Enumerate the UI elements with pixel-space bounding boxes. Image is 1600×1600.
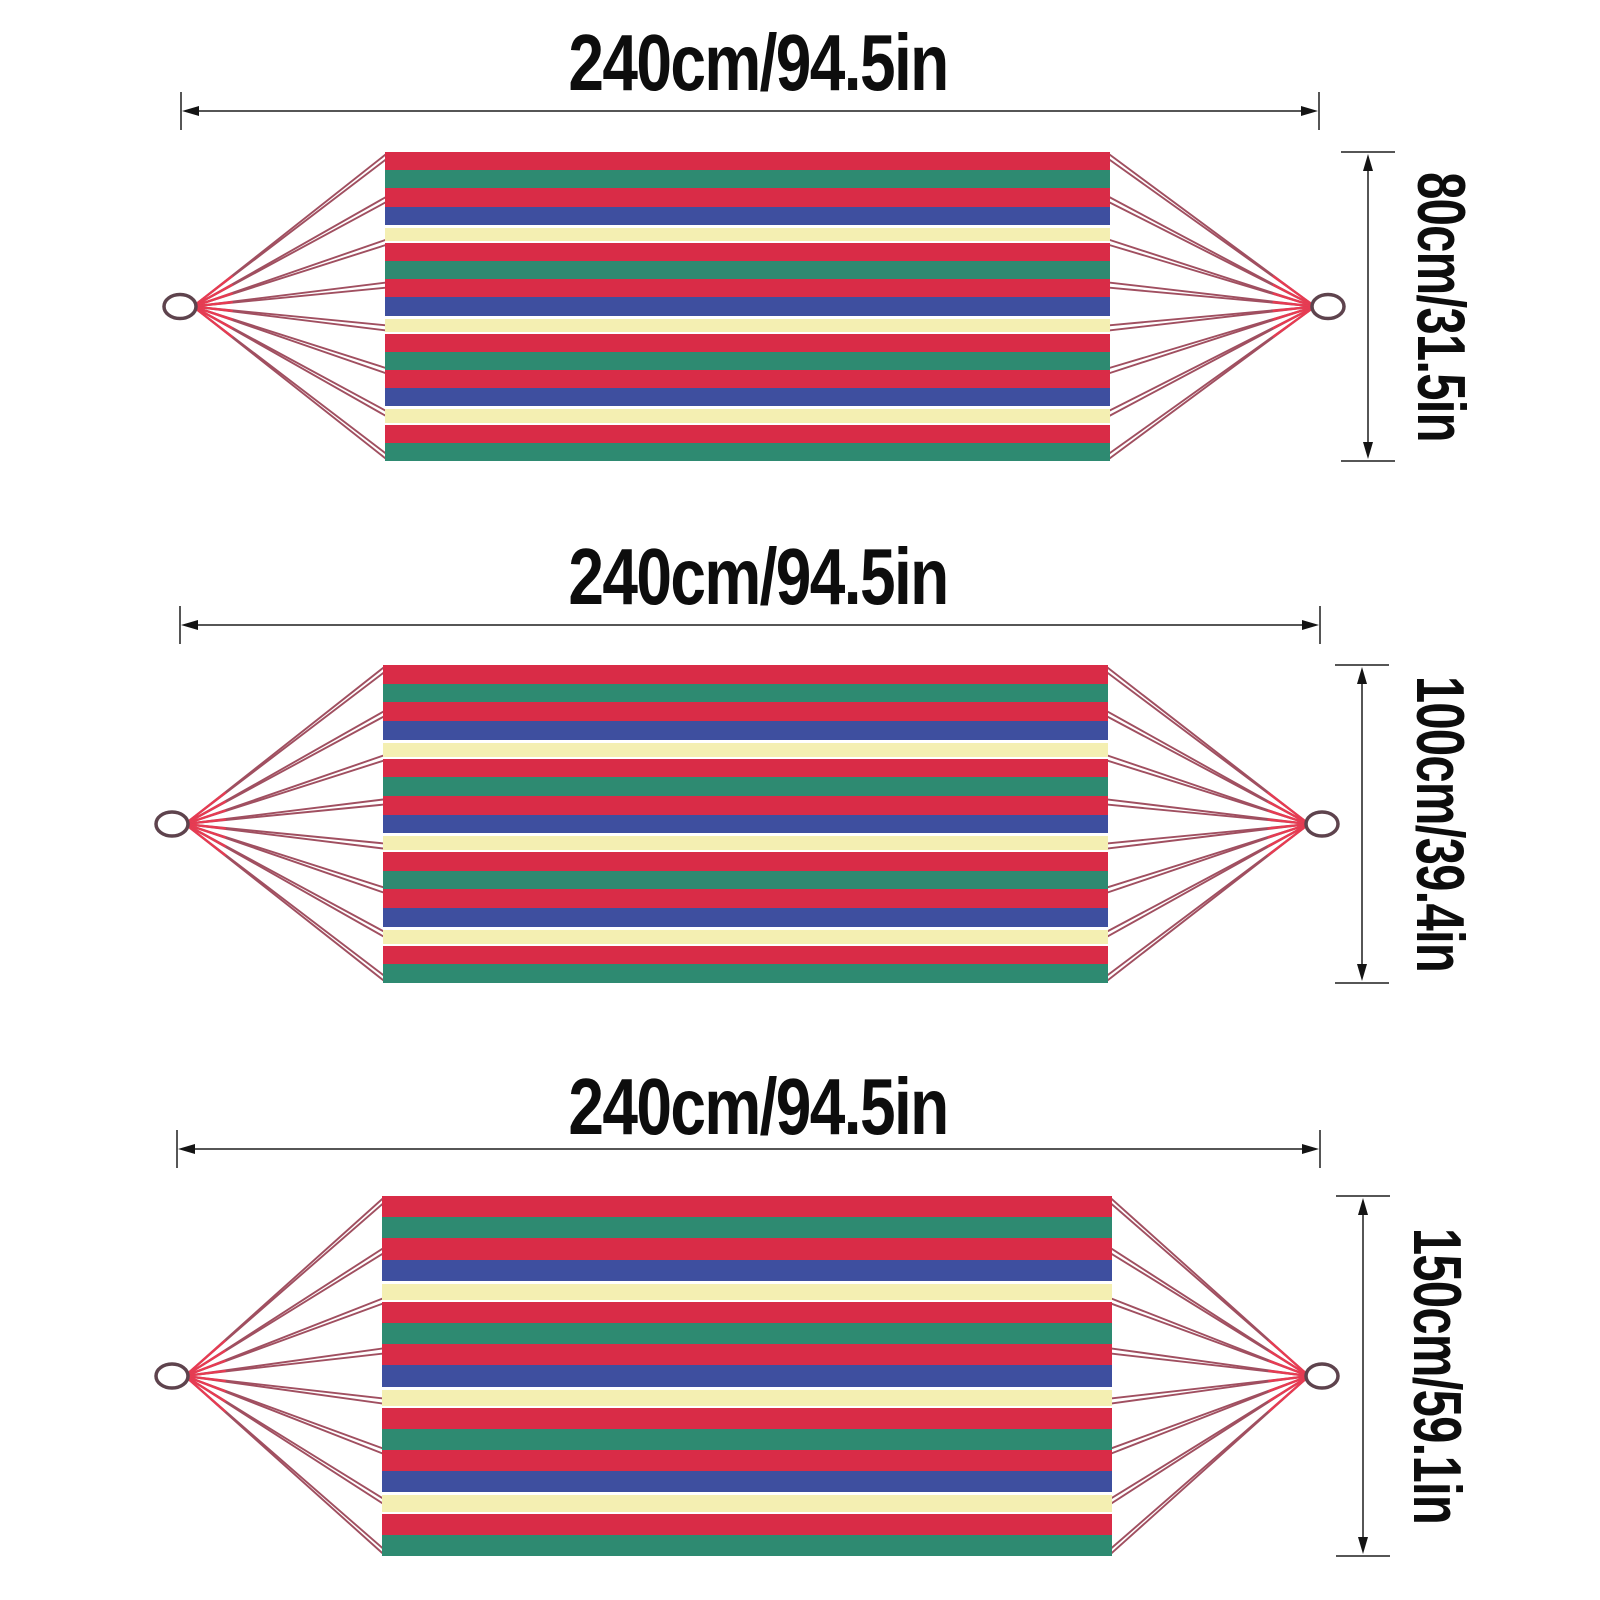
hammock-rope bbox=[1267, 822, 1311, 857]
hammock-rope bbox=[1268, 1374, 1311, 1393]
hammock-rope bbox=[183, 1374, 226, 1413]
hammock-rope bbox=[1272, 275, 1317, 308]
hammock-rope bbox=[1268, 1349, 1311, 1378]
hammock-rope bbox=[183, 818, 227, 826]
suspension-ring bbox=[1304, 810, 1340, 838]
hammock-rope bbox=[183, 800, 227, 826]
hammock-rope bbox=[1267, 822, 1311, 839]
hammock-rope bbox=[183, 791, 227, 826]
hammock-rope bbox=[1272, 283, 1317, 308]
suspension-ring bbox=[162, 292, 198, 321]
hammock-rope bbox=[1272, 301, 1317, 308]
hammock-rope bbox=[191, 292, 233, 308]
hammock-rope bbox=[183, 1374, 226, 1403]
hammock-rope bbox=[1268, 1339, 1311, 1378]
hammock-rope bbox=[1268, 1374, 1311, 1413]
hammock-rope bbox=[183, 1359, 226, 1378]
hammock-rope bbox=[183, 822, 227, 848]
hammock-rope bbox=[191, 305, 233, 321]
hammock-rope bbox=[191, 305, 233, 312]
hammock-rope bbox=[183, 1369, 226, 1378]
hammock-rope bbox=[183, 822, 227, 830]
hammock-rope bbox=[183, 809, 227, 826]
hammock-rope bbox=[191, 275, 233, 308]
hammock-rope bbox=[1267, 791, 1311, 826]
hammock-rope bbox=[1268, 1369, 1311, 1378]
hammock-rope bbox=[1268, 1374, 1311, 1383]
hammock-rope bbox=[1267, 800, 1311, 826]
hammock-rope bbox=[183, 1374, 226, 1393]
hammock-rope bbox=[183, 822, 227, 857]
hammock-rope bbox=[1267, 822, 1311, 830]
hammock-rope bbox=[1272, 292, 1317, 308]
hammock-rope bbox=[183, 1349, 226, 1378]
hammock-rope bbox=[1272, 305, 1317, 330]
hammock-rope bbox=[1267, 809, 1311, 826]
hammock-rope bbox=[1272, 305, 1317, 312]
hammock-rope bbox=[1272, 305, 1317, 338]
hammock-rope bbox=[183, 1374, 226, 1383]
suspension-ring bbox=[154, 1362, 190, 1390]
suspension-ring bbox=[1310, 292, 1346, 321]
hammock-rope bbox=[183, 1339, 226, 1378]
hammock-rope bbox=[191, 301, 233, 308]
hammock-rope bbox=[191, 305, 233, 338]
hammock-rope bbox=[191, 283, 233, 308]
hammock-rope bbox=[1268, 1374, 1311, 1403]
suspension-ring bbox=[154, 810, 190, 838]
hammock-rope bbox=[1267, 822, 1311, 848]
hammock-rope bbox=[1268, 1359, 1311, 1378]
hammock-rope bbox=[183, 822, 227, 839]
hammock-rope bbox=[1267, 818, 1311, 826]
suspension-ring bbox=[1304, 1362, 1340, 1390]
hammock-rope bbox=[1272, 305, 1317, 321]
